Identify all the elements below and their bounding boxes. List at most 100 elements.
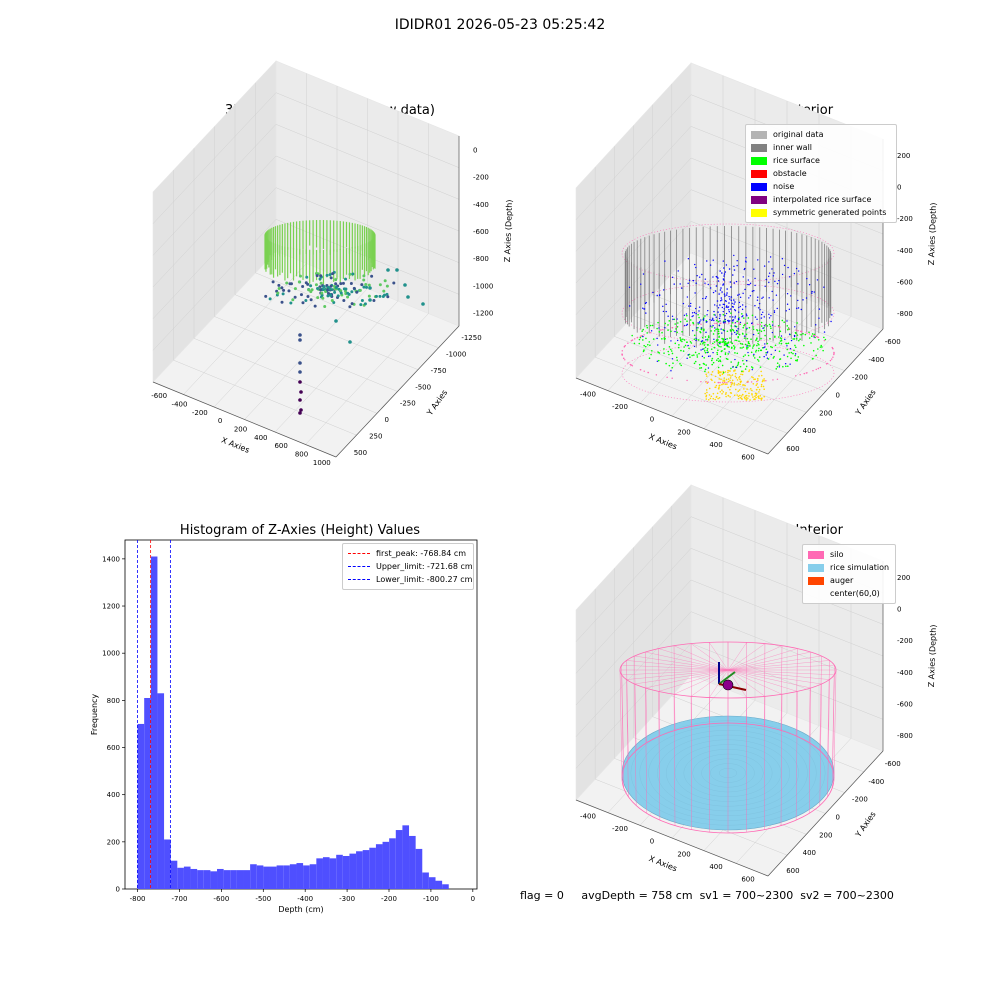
silo-point (689, 324, 691, 326)
noise-point (715, 285, 718, 287)
noise-point (665, 303, 667, 306)
silo-point (815, 336, 818, 338)
noise-point (628, 305, 631, 307)
rice-surface-point (741, 343, 744, 345)
rice-surface-point (808, 337, 811, 339)
raw-point (350, 290, 354, 294)
symmetric-point (743, 388, 745, 390)
noise-point (687, 257, 690, 260)
rice-surface-point (723, 344, 726, 346)
noise-point (665, 310, 667, 313)
histogram-bar (137, 723, 145, 889)
noise-point (695, 312, 697, 315)
rice-surface-point (777, 336, 780, 338)
rice-surface-point (796, 334, 799, 336)
noise-point (698, 276, 701, 278)
symmetric-point (713, 381, 716, 384)
silo-point (819, 366, 822, 369)
rice-surface-point (682, 338, 684, 341)
noise-point (733, 254, 735, 257)
noise-point (745, 359, 748, 362)
raw-point (358, 288, 362, 292)
silo-wall-line (645, 687, 647, 814)
noise-point (670, 340, 672, 342)
symmetric-point (737, 390, 740, 393)
x-tick-label: 400 (709, 863, 722, 871)
rice-surface-point (738, 333, 741, 336)
symmetric-point (748, 395, 750, 397)
silo-ring (621, 223, 835, 283)
legend-label: auger (830, 576, 854, 585)
rice-surface-point (643, 344, 645, 347)
rice-surface-point (786, 342, 788, 345)
legend-swatch (808, 550, 824, 559)
raw-point (348, 272, 352, 276)
raw-point (328, 287, 332, 291)
legend-entry: obstacle (751, 167, 891, 180)
raw-point (328, 273, 332, 277)
symmetric-point (738, 375, 741, 378)
raw-point (310, 288, 314, 292)
noise-point (685, 313, 688, 315)
grid-line (671, 83, 864, 351)
noise-point (768, 272, 771, 274)
rice-surface-point (797, 356, 800, 358)
silo-point (627, 362, 629, 364)
rice-surface-point (670, 350, 673, 352)
noise-point (751, 368, 753, 371)
noise-point (749, 282, 752, 285)
silo-ring (621, 343, 835, 403)
rice-surface-point (804, 333, 807, 336)
symmetric-point (719, 390, 722, 393)
histogram-title: Histogram of Z-Axies (Height) Values (179, 523, 421, 538)
simulation-legend: silo rice simulation auger center(60,0) (802, 544, 896, 604)
silo-point (765, 380, 767, 382)
symmetric-point (722, 383, 725, 385)
z-tick-label: 200 (897, 574, 910, 582)
silo-point (750, 381, 753, 383)
y-tick-label: 0 (384, 416, 388, 424)
noise-point (736, 260, 738, 262)
rice-surface-point (771, 320, 774, 323)
rice-surface-point (746, 322, 749, 324)
noise-point (719, 320, 721, 322)
rice-surface-point (770, 345, 772, 348)
rice-surface-point (667, 324, 669, 326)
rice-surface-point (755, 338, 758, 340)
rice-surface-point (724, 353, 727, 356)
rice-surface-point (725, 357, 728, 360)
rice-surface-point (769, 325, 772, 328)
rice-surface-point (723, 348, 726, 350)
rice-surface-point (696, 329, 698, 331)
noise-point (656, 294, 658, 297)
noise-point (776, 307, 778, 310)
histogram-bar (144, 697, 151, 889)
rice-surface-point (686, 314, 688, 317)
noise-point (768, 297, 770, 299)
symmetric-point (758, 375, 760, 377)
symmetric-point (730, 383, 733, 386)
symmetric-point (748, 370, 750, 373)
noise-point (724, 271, 727, 273)
rice-surface-point (741, 313, 743, 315)
raw-point (323, 304, 327, 308)
x-tick-label: 200 (677, 850, 690, 858)
noise-point (744, 267, 746, 270)
noise-point (657, 344, 659, 346)
noise-point (709, 318, 711, 321)
symmetric-point (717, 369, 720, 372)
classify-legend: original data inner wall rice surface obsta… (745, 124, 897, 223)
noise-point (753, 289, 755, 292)
rice-surface-point (642, 350, 645, 353)
y-axis-label: Y Axies (425, 388, 450, 418)
noise-point (717, 307, 720, 309)
rice-surface-point (717, 366, 720, 369)
rice-surface-point (730, 325, 733, 327)
silo-roof-line (727, 643, 766, 671)
noise-point (706, 260, 708, 262)
grid-line (152, 124, 460, 256)
silo-point (833, 351, 835, 354)
noise-point (743, 335, 746, 337)
silo-wall-line (764, 696, 766, 830)
z-tick-label: -800 (897, 310, 913, 318)
